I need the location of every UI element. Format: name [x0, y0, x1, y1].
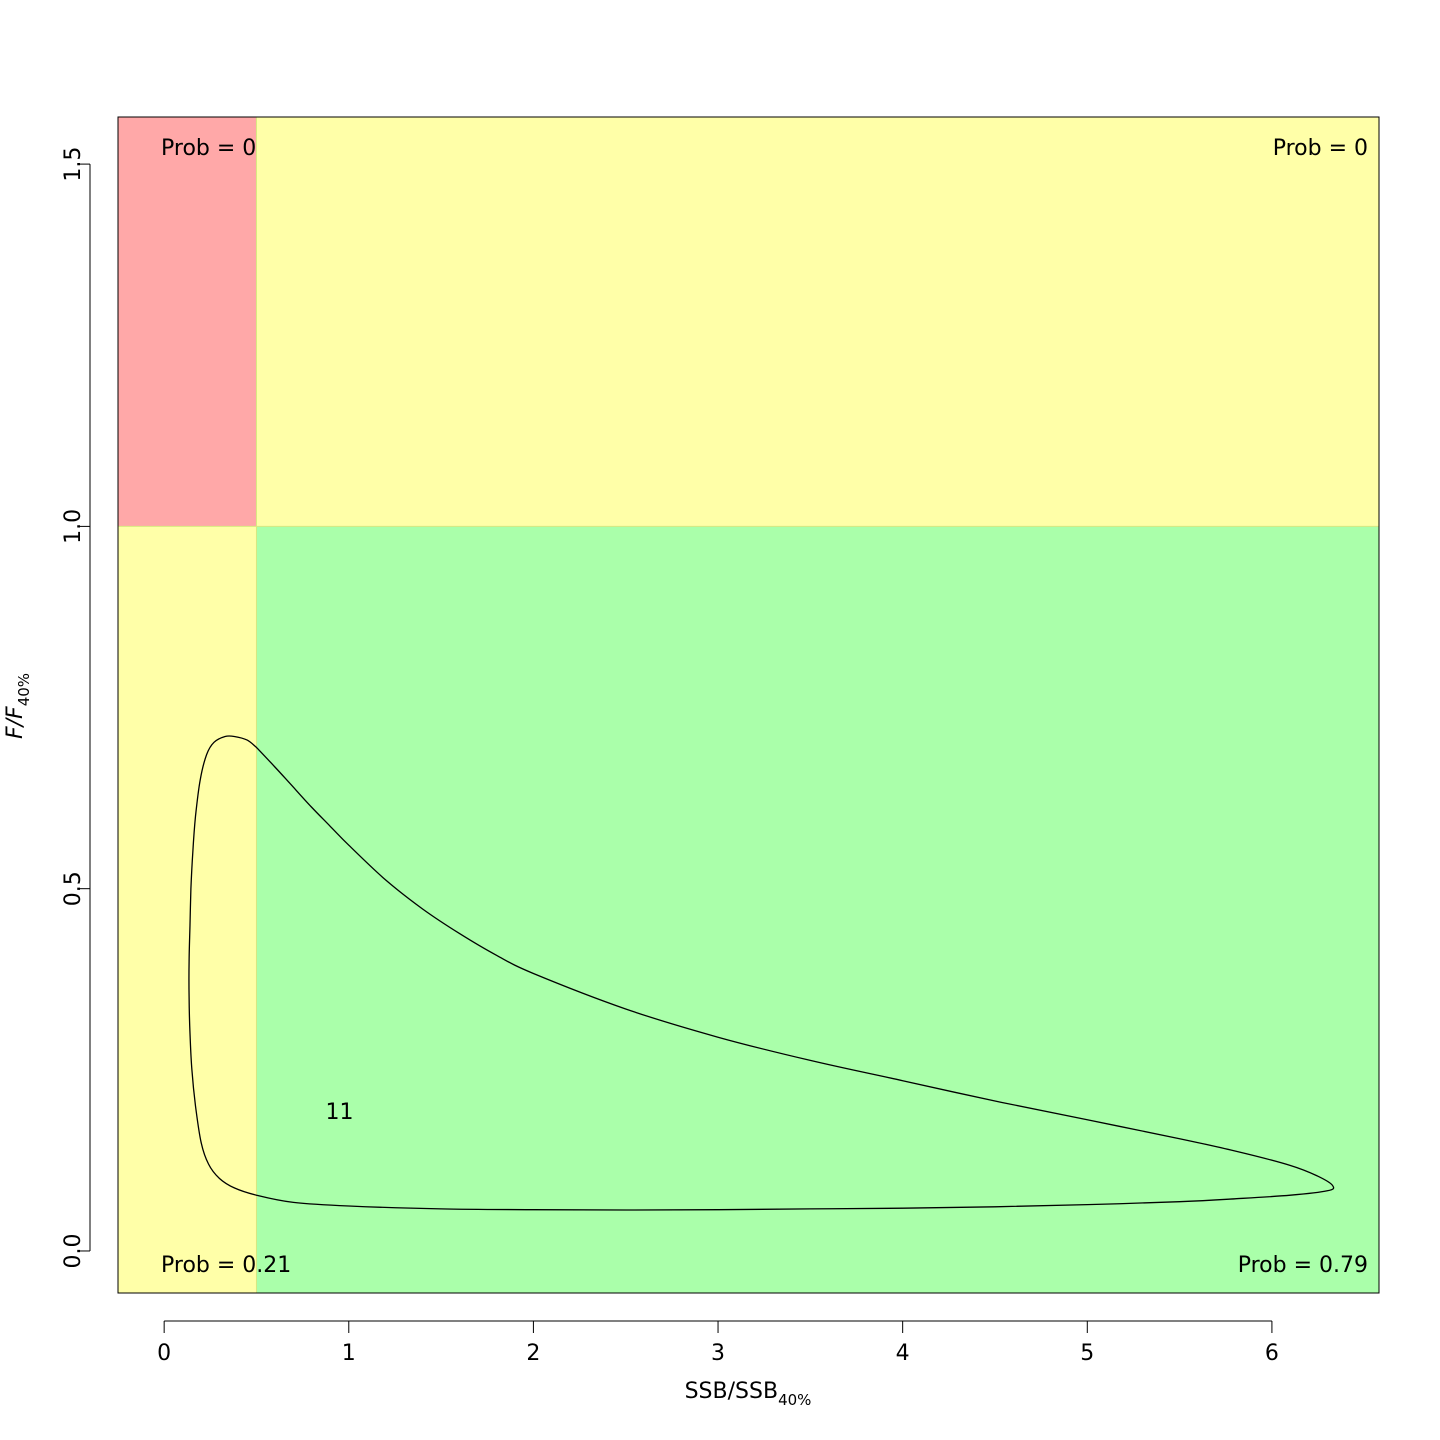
probability-labels: Prob = 0 Prob = 0 Prob = 0.21 Prob = 0.79: [161, 136, 1368, 1278]
x-tick-label: 0: [157, 1341, 171, 1366]
kobe-zones: [118, 117, 1379, 1293]
x-tick-label: 1: [342, 1341, 356, 1366]
x-axis: 0 1 2 3 4 5 6: [157, 1320, 1279, 1366]
y-tick-label: 1.5: [61, 147, 86, 182]
y-tick-label: 0.5: [61, 871, 86, 906]
y-axis: 0.0 0.5 1.0 1.5: [61, 147, 91, 1269]
y-tick-label: 1.0: [61, 509, 86, 544]
contour-layer: 11: [188, 735, 1335, 1211]
prob-label-overfished: Prob = 0.21: [161, 1253, 291, 1278]
x-axis-label: SSB/SSB40%: [685, 1379, 812, 1409]
zone-overfishing: [256, 117, 1379, 527]
zone-overfished-overfishing: [118, 117, 257, 527]
y-axis-label: F/F40%: [3, 673, 33, 739]
x-tick-label: 6: [1265, 1341, 1279, 1366]
plot-frame: [117, 116, 1380, 1294]
x-tick-label: 3: [711, 1341, 725, 1366]
y-tick-label: 0.0: [61, 1234, 86, 1269]
density-contour: [188, 735, 1335, 1211]
zone-overfished: [118, 526, 257, 1293]
zone-healthy: [256, 526, 1379, 1293]
x-tick-label: 5: [1080, 1341, 1094, 1366]
x-tick-label: 2: [526, 1341, 540, 1366]
prob-label-overfished-overfishing: Prob = 0: [161, 136, 256, 161]
x-tick-label: 4: [896, 1341, 910, 1366]
contour-label: 11: [326, 1100, 354, 1125]
prob-label-healthy: Prob = 0.79: [1238, 1253, 1368, 1278]
prob-label-overfishing: Prob = 0: [1273, 136, 1368, 161]
